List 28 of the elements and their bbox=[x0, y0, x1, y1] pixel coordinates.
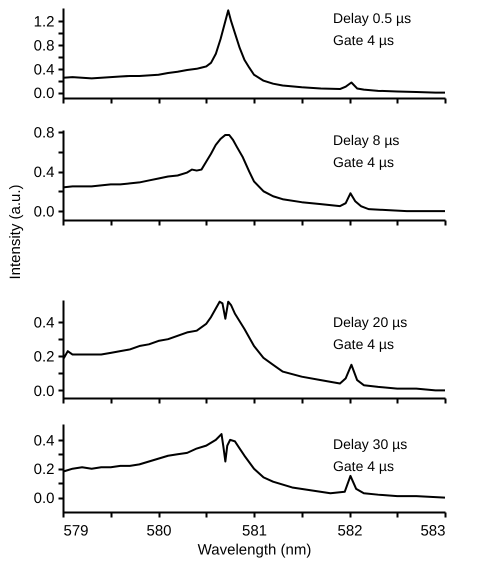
y-tick-label: 0.8 bbox=[34, 124, 54, 142]
y-tick-label: 0.2 bbox=[34, 461, 54, 478]
x-tick-label: 581 bbox=[242, 522, 268, 540]
annotation: Gate 4 µs bbox=[333, 336, 394, 352]
y-tick-label: 0.0 bbox=[34, 204, 54, 221]
annotation: Gate 4 µs bbox=[333, 458, 394, 474]
annotation: Gate 4 µs bbox=[333, 154, 394, 170]
y-axis-title: Intensity (a.u.) bbox=[7, 184, 24, 280]
y-tick-label: 0.2 bbox=[34, 348, 54, 366]
annotation: Delay 0.5 µs bbox=[333, 10, 412, 26]
y-tick-label: 0.0 bbox=[34, 382, 54, 400]
y-tick-label: 0.4 bbox=[34, 432, 54, 450]
y-tick-label: 0.8 bbox=[34, 37, 54, 54]
annotation: Delay 8 µs bbox=[333, 132, 400, 148]
x-tick-label: 580 bbox=[146, 522, 172, 540]
y-tick-label: 0.0 bbox=[34, 85, 54, 102]
y-tick-label: 0.0 bbox=[34, 490, 54, 508]
x-tick-label: 579 bbox=[64, 522, 89, 540]
y-tick-label: 0.4 bbox=[34, 314, 54, 332]
annotation: Delay 20 µs bbox=[333, 314, 408, 330]
y-tick-label: 0.4 bbox=[34, 61, 54, 78]
x-tick-label: 583 bbox=[420, 522, 446, 540]
y-tick-label: 1.2 bbox=[34, 14, 54, 31]
x-axis-title: Wavelength (nm) bbox=[198, 542, 312, 558]
annotation: Delay 30 µs bbox=[333, 436, 408, 452]
y-tick-label: 0.4 bbox=[34, 164, 54, 182]
x-tick-label: 582 bbox=[337, 522, 363, 540]
annotation: Gate 4 µs bbox=[333, 32, 394, 48]
